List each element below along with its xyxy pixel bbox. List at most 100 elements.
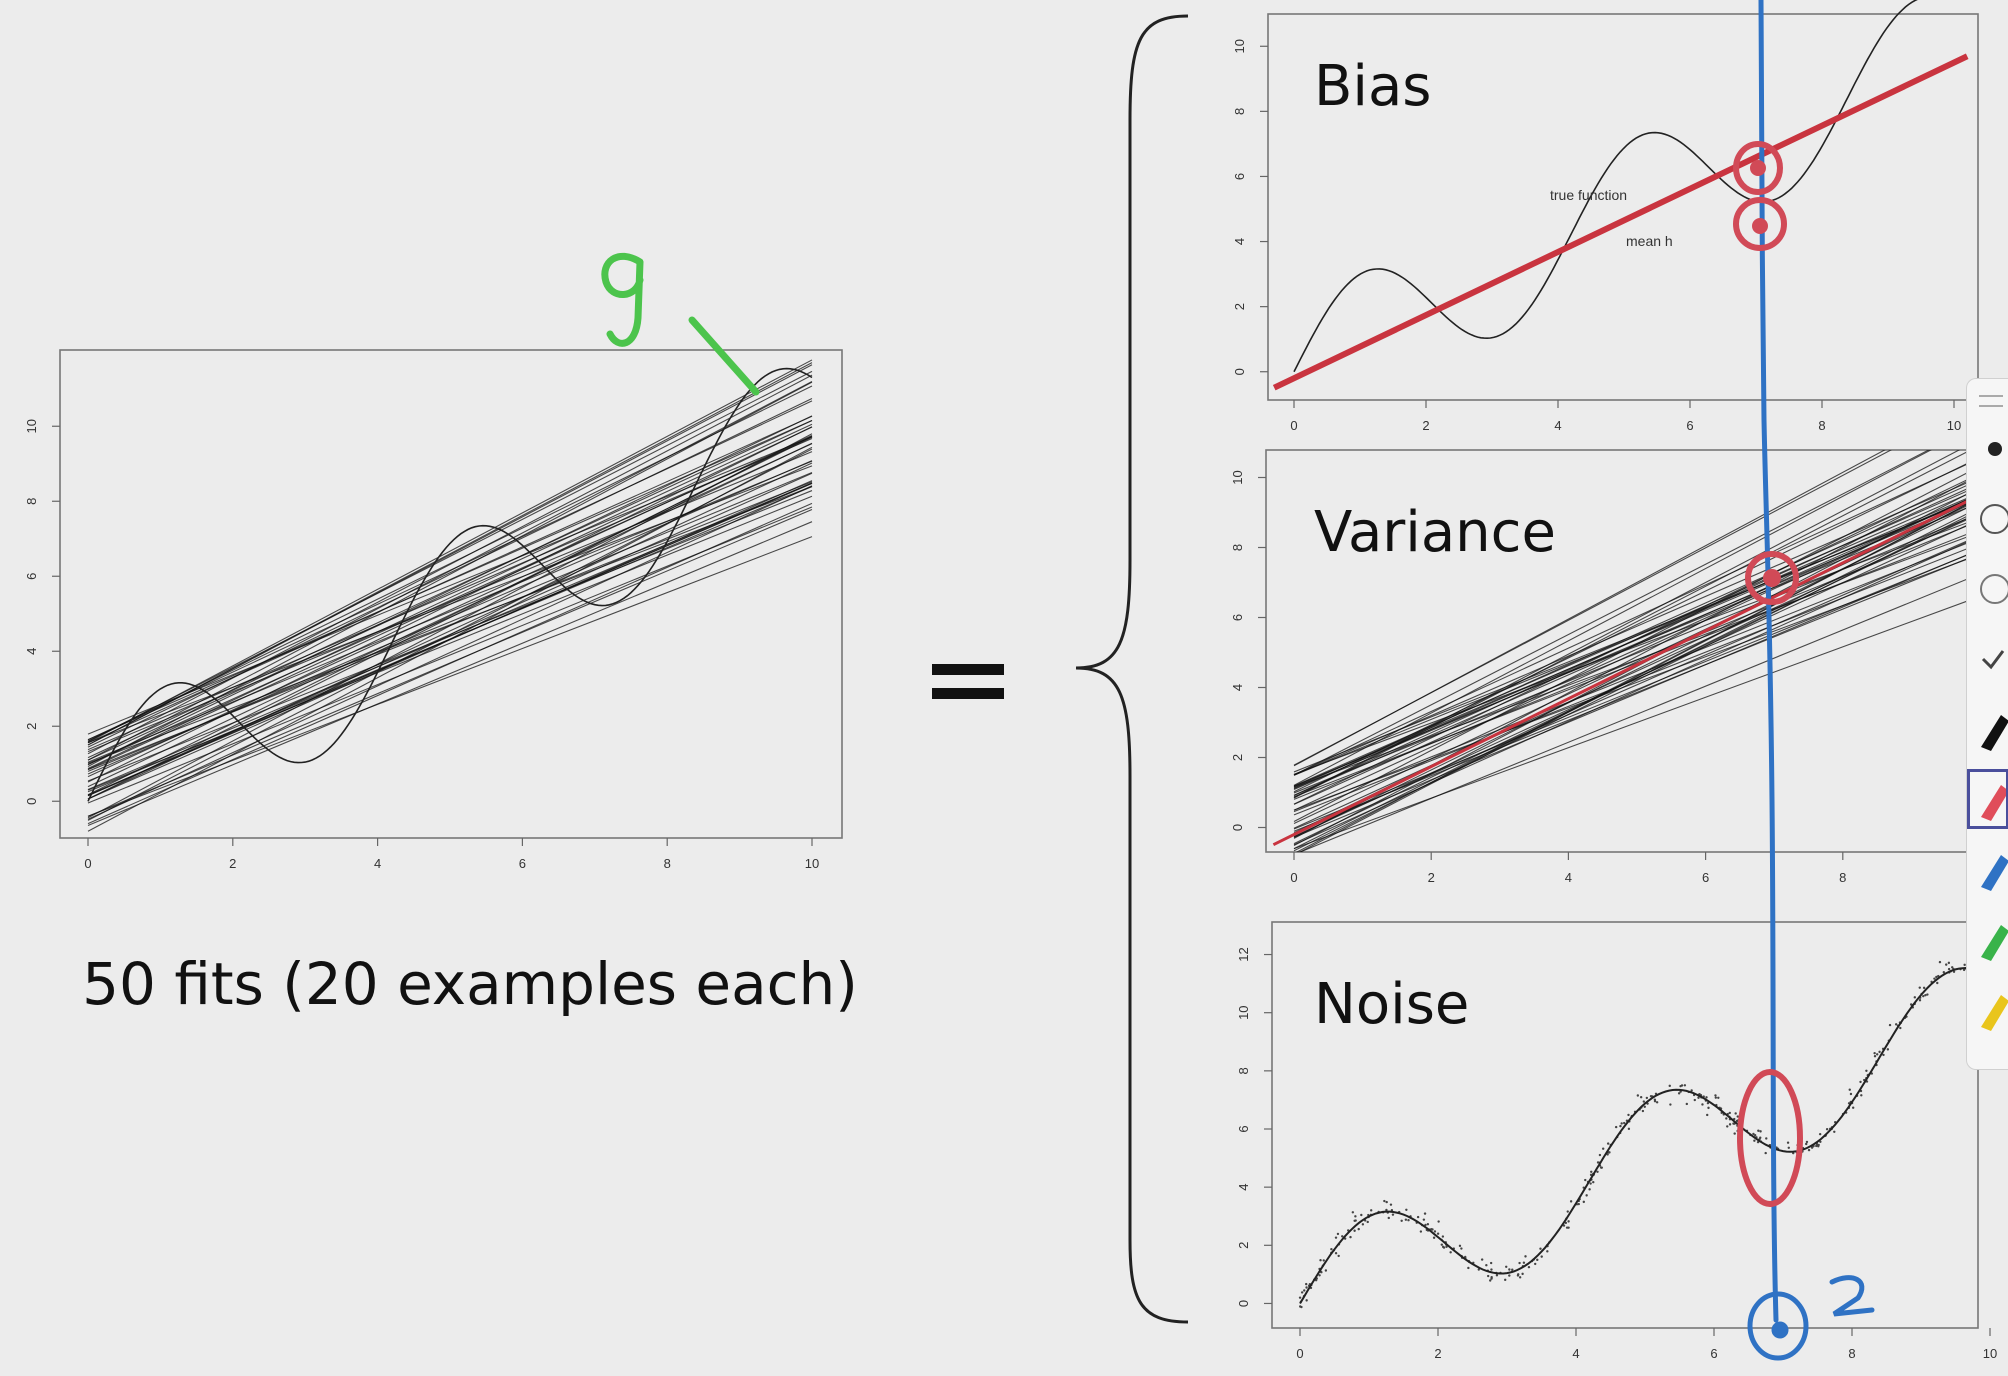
noise-point [1585, 1194, 1588, 1197]
noise-point [1305, 1299, 1308, 1302]
x-tick-label: 4 [374, 856, 381, 871]
noise-point [1701, 1103, 1704, 1106]
noise-point [1764, 1151, 1767, 1155]
fit-line [1293, 538, 1978, 813]
noise-point [1353, 1229, 1356, 1232]
x-tick-label: 10 [1983, 1346, 1997, 1361]
noise-point [1489, 1261, 1493, 1265]
noise-point [1405, 1208, 1408, 1211]
green-pen-icon[interactable] [1967, 909, 2008, 969]
noise-point [1505, 1265, 1508, 1269]
noise-point [1938, 960, 1942, 964]
yellow-highlighter-icon-glyph [1981, 995, 2008, 1031]
fit-line [1293, 494, 1978, 805]
noise-point [1849, 1092, 1853, 1096]
x-tick-label: 4 [1565, 870, 1572, 885]
fit-line [87, 485, 813, 820]
x-tick-label: 2 [229, 856, 236, 871]
fit-line [87, 362, 813, 746]
noise-point [1419, 1230, 1423, 1233]
red-circle-annotations [1733, 141, 1803, 1207]
noise-point [1726, 1125, 1729, 1128]
noise-point [1334, 1236, 1338, 1239]
noise-point [1486, 1274, 1490, 1278]
eraser-icon-glyph [1980, 574, 2008, 604]
noise-point [1460, 1247, 1463, 1250]
noise-point [1436, 1232, 1440, 1235]
noise-point [1753, 1139, 1756, 1142]
y-tick-label: 6 [24, 573, 39, 580]
fit-line [87, 374, 813, 755]
noise-point [1952, 970, 1956, 973]
bias-chart: 0 2 4 6 8 10 0 2 4 6 8 10 true function mean h [1232, 0, 1979, 433]
noise-point [1489, 1279, 1492, 1282]
noise-point [1888, 1023, 1892, 1027]
check-icon[interactable] [1967, 629, 2008, 689]
y-tick-label: 0 [1232, 368, 1247, 375]
noise-point [1540, 1255, 1543, 1258]
noise-point [1677, 1092, 1681, 1095]
noise-point [1669, 1103, 1672, 1106]
noise-point [1728, 1123, 1732, 1126]
noise-point [1518, 1261, 1521, 1265]
noise-point [1485, 1263, 1488, 1267]
fit-line [1293, 450, 1932, 786]
noise-point [1733, 1132, 1736, 1135]
fit-line [1293, 492, 1978, 788]
noise-point [1322, 1259, 1325, 1262]
fit-line [87, 398, 813, 748]
noise-point [1407, 1219, 1410, 1222]
yellow-highlighter-icon[interactable] [1967, 979, 2008, 1039]
y-tick-label: 4 [1236, 1184, 1251, 1191]
noise-point [1963, 963, 1966, 967]
red-pen-icon-glyph [1981, 785, 2008, 821]
fit-line [1293, 535, 1978, 835]
x-tick-label: 8 [1848, 1346, 1855, 1361]
noise-point [1320, 1271, 1323, 1274]
noise-point [1606, 1153, 1609, 1156]
x-tick-label: 6 [1702, 870, 1709, 885]
eraser-icon[interactable] [1967, 559, 2008, 619]
noise-point [1440, 1243, 1443, 1246]
fit-line [1293, 513, 1978, 794]
noise-point [1805, 1140, 1809, 1144]
fit-line [1293, 450, 1972, 799]
blue-pen-icon[interactable] [1967, 839, 2008, 899]
y-tick-label: 0 [24, 798, 39, 805]
black-pen-icon[interactable] [1967, 699, 2008, 759]
noise-point [1608, 1151, 1611, 1154]
fit-line [1293, 494, 1978, 796]
noise-point [1757, 1129, 1760, 1132]
noise-point [1851, 1106, 1855, 1109]
noise-point [1894, 1023, 1898, 1026]
y-tick-label: 8 [1232, 108, 1247, 115]
red-pen-icon[interactable] [1967, 769, 2008, 829]
fit-line [87, 462, 813, 800]
noise-point [1924, 994, 1927, 997]
dot-icon-glyph [1988, 442, 2002, 456]
noise-point [1918, 999, 1922, 1002]
noise-point [1653, 1100, 1657, 1103]
y-tick-label: 4 [1232, 238, 1247, 245]
fit-line [1293, 549, 1978, 838]
noise-point [1680, 1084, 1684, 1087]
noise-point [1564, 1221, 1568, 1225]
mean-h-label: mean h [1626, 233, 1673, 249]
noise-point [1511, 1268, 1514, 1271]
toolbar-grip-icon[interactable] [1979, 395, 2003, 407]
noise-point [1936, 981, 1939, 985]
noise-point [1614, 1125, 1618, 1129]
noise-point [1354, 1219, 1357, 1222]
dot-icon[interactable] [1967, 419, 2008, 479]
noise-point [1437, 1220, 1440, 1223]
noise-point [1620, 1122, 1623, 1125]
noise-point [1599, 1166, 1603, 1169]
noise-point [1833, 1130, 1836, 1134]
noise-point [1753, 1134, 1757, 1137]
x-tick-label: 6 [519, 856, 526, 871]
x-tick-label: 2 [1422, 418, 1429, 433]
lasso-icon[interactable] [1967, 489, 2008, 549]
noise-point [1765, 1137, 1768, 1140]
noise-point [1527, 1265, 1531, 1269]
